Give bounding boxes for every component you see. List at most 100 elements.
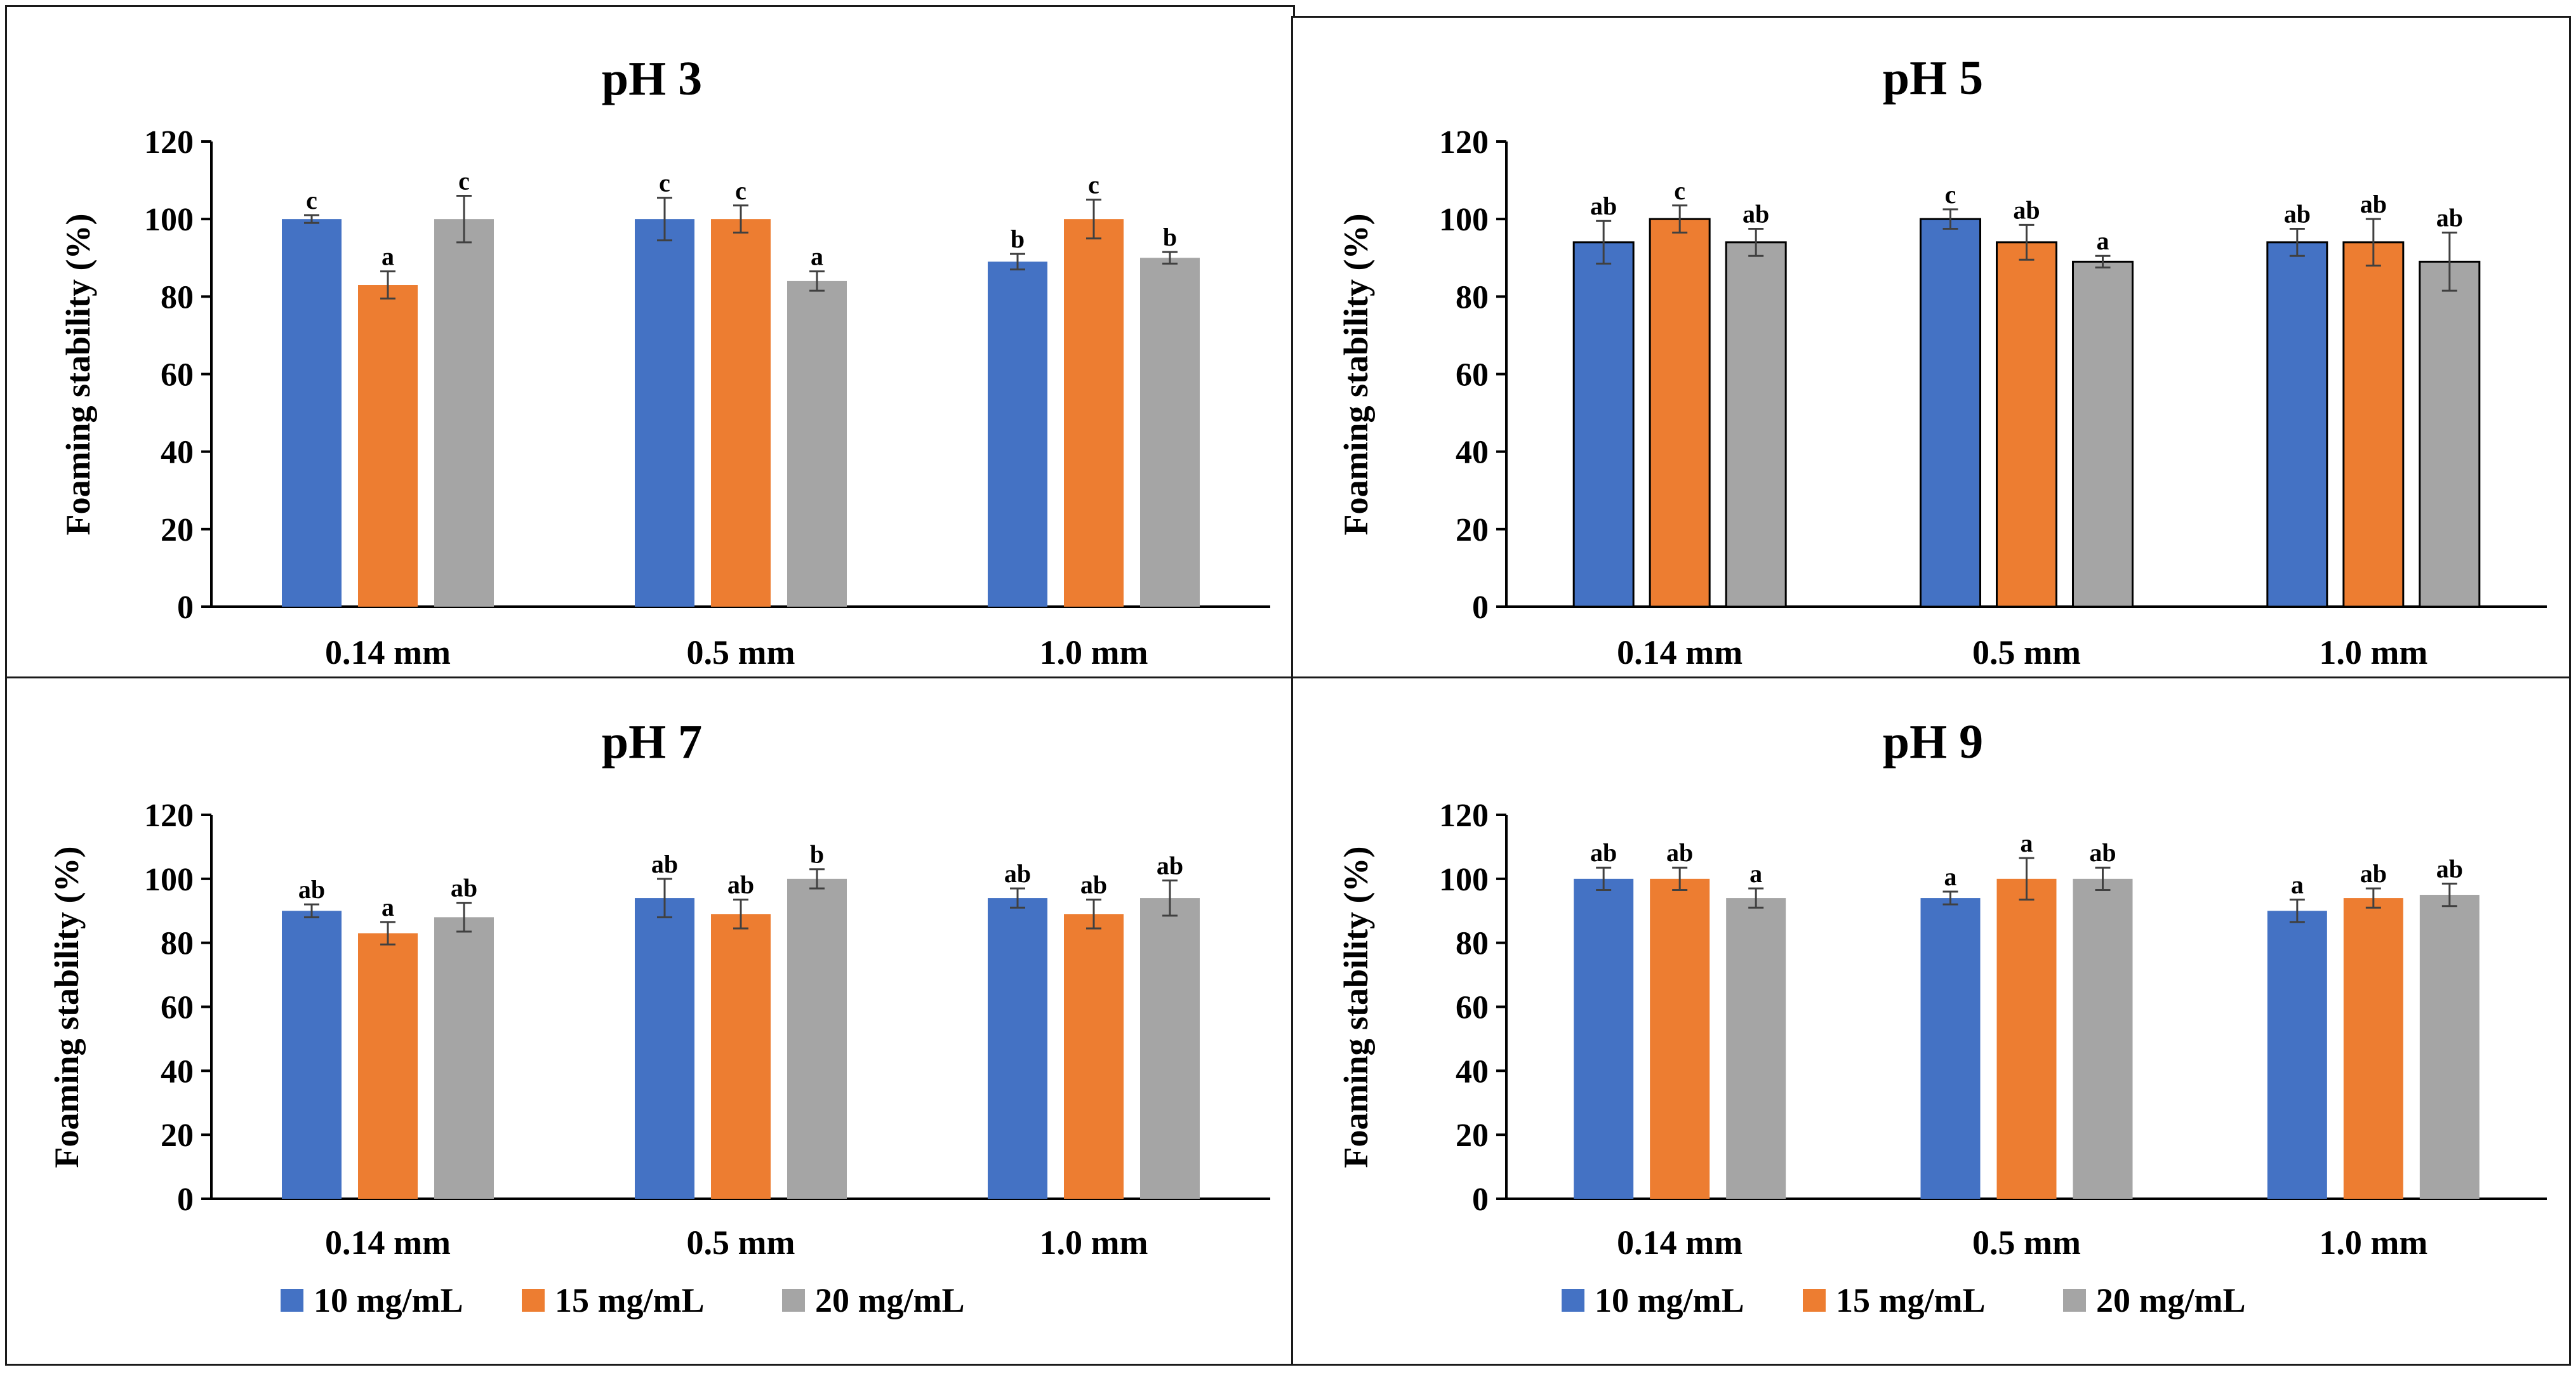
significance-label: c bbox=[458, 167, 470, 195]
y-tick-label: 80 bbox=[161, 926, 194, 962]
bar bbox=[787, 878, 847, 1199]
bar bbox=[1574, 878, 1634, 1199]
bar bbox=[635, 898, 694, 1199]
y-tick-label: 100 bbox=[1439, 202, 1489, 238]
bar bbox=[1140, 258, 1200, 607]
x-category-label: 0.5 mm bbox=[1972, 1224, 2081, 1262]
significance-label: c bbox=[1945, 180, 1956, 209]
y-axis-label: Foaming stability (%) bbox=[48, 847, 86, 1168]
x-category-label: 1.0 mm bbox=[2319, 1224, 2427, 1262]
significance-label: a bbox=[382, 893, 394, 921]
legend-label: 15 mg/mL bbox=[1836, 1281, 1986, 1319]
bar bbox=[2419, 895, 2480, 1199]
y-tick-label: 0 bbox=[1472, 590, 1489, 626]
significance-label: a bbox=[1749, 859, 1762, 888]
y-tick-label: 20 bbox=[1456, 1118, 1489, 1154]
y-tick-label: 20 bbox=[1456, 512, 1489, 548]
legend: 10 mg/mL 15 mg/mL 20 mg/mL bbox=[281, 1281, 965, 1319]
y-tick-label: 100 bbox=[144, 862, 194, 898]
x-category-label: 0.5 mm bbox=[687, 1224, 795, 1262]
bar bbox=[2342, 241, 2405, 608]
significance-label: a bbox=[382, 242, 394, 271]
y-axis-label: Foaming stability (%) bbox=[59, 214, 97, 536]
bar bbox=[2073, 878, 2133, 1199]
y-tick-label: 20 bbox=[161, 1118, 194, 1154]
bar bbox=[1649, 218, 1711, 608]
significance-label: c bbox=[1088, 171, 1099, 199]
significance-label: ab bbox=[1157, 851, 1183, 880]
y-tick-label: 60 bbox=[161, 990, 194, 1026]
bar bbox=[358, 285, 418, 607]
bar bbox=[988, 898, 1047, 1199]
significance-label: c bbox=[735, 176, 747, 205]
y-tick-label: 120 bbox=[144, 798, 194, 834]
bar bbox=[2343, 898, 2403, 1199]
significance-label: ab bbox=[1666, 838, 1693, 867]
y-tick-label: 40 bbox=[1456, 1053, 1489, 1090]
x-category-label: 0.14 mm bbox=[1617, 633, 1743, 671]
legend-label: 20 mg/mL bbox=[815, 1281, 965, 1319]
significance-label: ab bbox=[1743, 199, 1769, 228]
y-tick-label: 40 bbox=[161, 1053, 194, 1090]
significance-label: a bbox=[811, 242, 823, 271]
y-tick-label: 60 bbox=[161, 357, 194, 393]
significance-label: ab bbox=[1080, 871, 1107, 899]
legend-label: 10 mg/mL bbox=[314, 1281, 463, 1319]
significance-label: ab bbox=[2360, 859, 2387, 888]
chart-panel-ph5: pH 5 Foaming stability (%) 0 20 40 60 80 100 120… bbox=[1291, 16, 2571, 680]
y-tick-label: 80 bbox=[1456, 279, 1489, 315]
significance-label: c bbox=[1674, 176, 1685, 205]
y-tick-label: 20 bbox=[161, 512, 194, 548]
y-axis-label: Foaming stability (%) bbox=[1337, 214, 1375, 536]
significance-label: c bbox=[659, 169, 670, 197]
x-category-label: 0.5 mm bbox=[687, 633, 795, 671]
significance-label: ab bbox=[1590, 838, 1617, 867]
y-tick-label: 0 bbox=[177, 590, 194, 626]
y-tick-label: 120 bbox=[1439, 798, 1489, 834]
y-tick-label: 40 bbox=[1456, 435, 1489, 471]
significance-label: ab bbox=[1004, 859, 1031, 888]
bar bbox=[2419, 260, 2481, 608]
y-tick-label: 120 bbox=[1439, 124, 1489, 161]
y-tick-label: 60 bbox=[1456, 990, 1489, 1026]
x-category-label: 0.5 mm bbox=[1972, 633, 2081, 671]
x-category-label: 1.0 mm bbox=[1040, 633, 1148, 671]
y-tick-label: 40 bbox=[161, 435, 194, 471]
significance-label: ab bbox=[2013, 195, 2040, 224]
significance-label: a bbox=[2291, 871, 2304, 899]
bar bbox=[1996, 878, 2057, 1199]
legend-swatch bbox=[281, 1289, 303, 1312]
bar bbox=[635, 219, 694, 607]
significance-label: ab bbox=[2436, 204, 2463, 232]
legend-swatch bbox=[782, 1289, 805, 1312]
chart-panel-ph7: pH 7 Foaming stability (%) 0 20 40 60 80 100 120… bbox=[5, 676, 1295, 1366]
bar bbox=[1140, 898, 1200, 1199]
significance-label: ab bbox=[1590, 192, 1617, 220]
chart-title: pH 5 bbox=[1883, 51, 1983, 105]
chart-title: pH 9 bbox=[1883, 715, 1983, 769]
legend-swatch bbox=[522, 1289, 545, 1312]
significance-label: ab bbox=[298, 875, 325, 904]
x-category-label: 1.0 mm bbox=[2319, 633, 2427, 671]
bar bbox=[1064, 219, 1124, 607]
chart-panel-ph9: pH 9 Foaming stability (%) 0 20 40 60 80 100 120… bbox=[1291, 676, 2571, 1366]
y-tick-label: 0 bbox=[1472, 1182, 1489, 1218]
chart-ph7: pH 7 Foaming stability (%) 0 20 40 60 80 100 120… bbox=[48, 715, 1270, 1319]
bar bbox=[2266, 241, 2328, 608]
legend-swatch bbox=[2063, 1289, 2086, 1312]
x-category-label: 0.14 mm bbox=[325, 1224, 451, 1262]
significance-label: ab bbox=[651, 850, 678, 878]
significance-label: a bbox=[1944, 862, 1957, 891]
significance-label: b bbox=[810, 840, 824, 869]
significance-label: ab bbox=[2089, 838, 2116, 867]
significance-label: b bbox=[1163, 223, 1177, 251]
bar bbox=[282, 219, 342, 607]
x-category-label: 0.14 mm bbox=[325, 633, 451, 671]
bar bbox=[1920, 218, 1981, 608]
bar bbox=[1572, 241, 1635, 608]
bar bbox=[434, 917, 494, 1199]
bar bbox=[787, 280, 847, 607]
significance-label: c bbox=[306, 186, 317, 214]
y-tick-label: 0 bbox=[177, 1182, 194, 1218]
bar bbox=[282, 911, 342, 1199]
